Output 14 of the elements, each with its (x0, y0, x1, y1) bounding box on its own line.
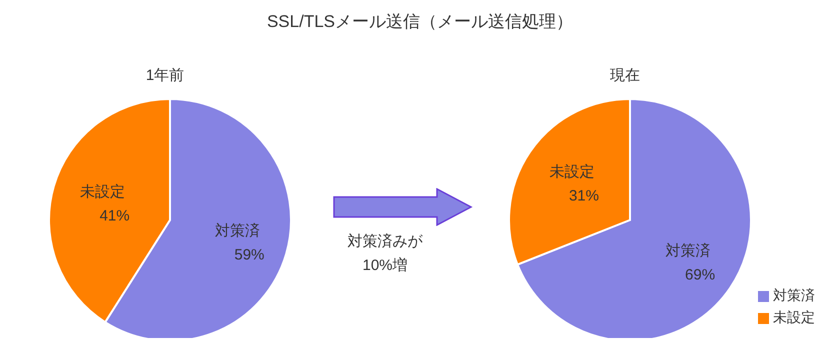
text: 対策済みが 10%増 (346, 232, 424, 276)
data-label: 69% (685, 266, 716, 284)
chart-subtitle: 現在 (609, 66, 641, 85)
legend-label: 未設定 (773, 309, 815, 325)
text: SSL/TLSメール送信（メール送信処理） (266, 11, 574, 33)
slice-label: 未設定 (80, 183, 126, 200)
data-label: 31% (568, 188, 599, 205)
slice-label: 未設定 (549, 164, 594, 181)
legend-label: 対策済 (773, 287, 815, 303)
data-label: 41% (100, 207, 130, 224)
chart-subtitle: 1年前 (144, 66, 186, 85)
slice-label: 対策済 (214, 222, 260, 240)
slice-label: 対策済 (666, 242, 711, 260)
data-label: 59% (234, 246, 264, 264)
